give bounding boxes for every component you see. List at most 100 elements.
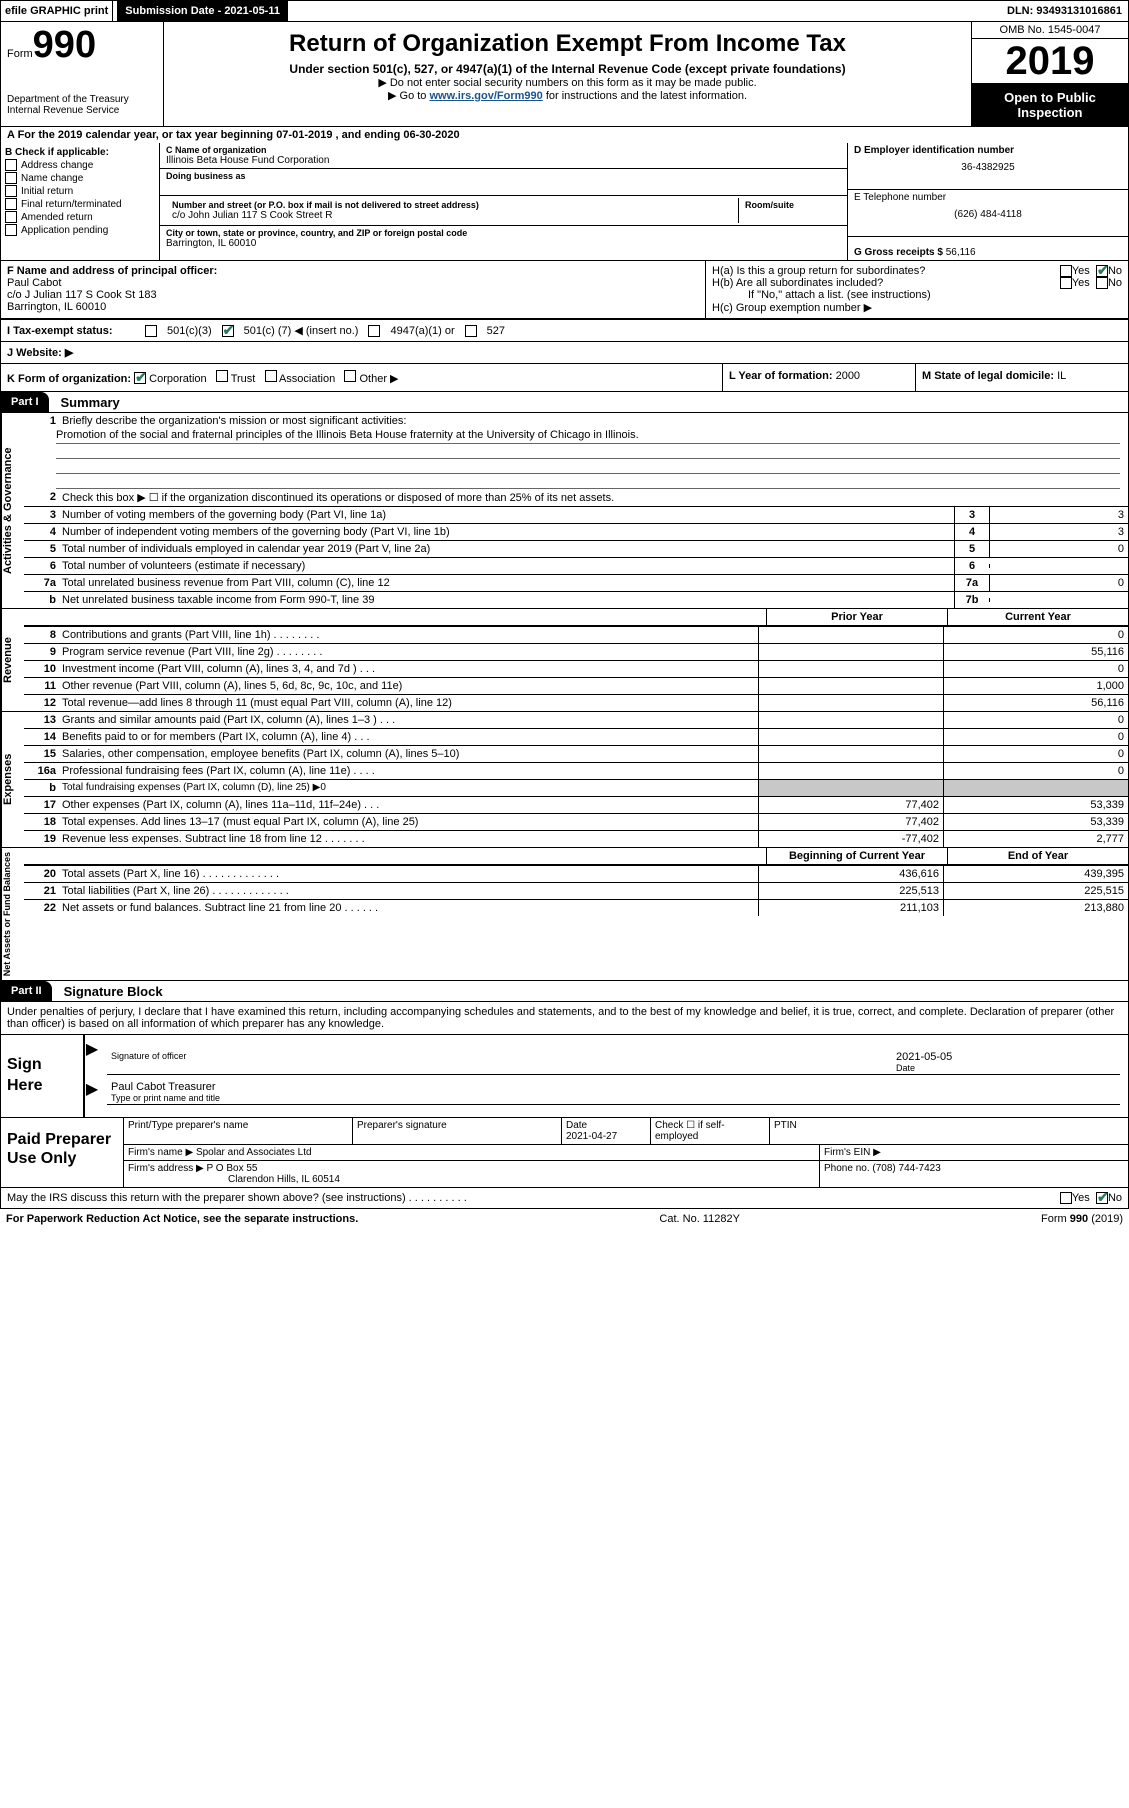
v6: [989, 564, 1128, 568]
hc-text: H(c) Group exemption number ▶: [712, 301, 1122, 314]
sig-officer-label: Signature of officer: [107, 1039, 892, 1074]
paid-preparer-label: Paid Preparer Use Only: [1, 1118, 123, 1187]
firm-name: Spolar and Associates Ltd: [196, 1147, 312, 1158]
ha-no-cb[interactable]: ✔: [1096, 265, 1108, 277]
prep-print-label: Print/Type preparer's name: [124, 1118, 353, 1144]
line1-text: Briefly describe the organization's miss…: [62, 415, 1124, 427]
prep-date-label: Date: [566, 1120, 646, 1131]
website-row: J Website: ▶: [0, 341, 1129, 364]
efile-graphic[interactable]: efile GRAPHIC print: [1, 1, 113, 21]
discuss-no-cb[interactable]: ✔: [1096, 1192, 1108, 1204]
end-year-header: End of Year: [947, 848, 1128, 864]
hb-yes-cb[interactable]: [1060, 277, 1072, 289]
prep-check-label: Check ☐ if self-employed: [651, 1118, 770, 1144]
line7b: Net unrelated business taxable income fr…: [62, 592, 954, 608]
cb-trust[interactable]: [216, 370, 228, 382]
box-c: C Name of organization Illinois Beta Hou…: [160, 143, 847, 260]
box-l: L Year of formation: 2000: [722, 364, 915, 391]
cb-amended[interactable]: [5, 211, 17, 223]
section-bcdeg: B Check if applicable: Address change Na…: [0, 143, 1129, 261]
firm-addr2: Clarendon Hills, IL 60514: [128, 1174, 815, 1185]
cb-initial-return[interactable]: [5, 185, 17, 197]
sig-date: 2021-05-05: [896, 1051, 1116, 1063]
i-label: I Tax-exempt status:: [7, 325, 135, 337]
ha-yes-cb[interactable]: [1060, 265, 1072, 277]
form990-link[interactable]: www.irs.gov/Form990: [429, 90, 542, 102]
org-name: Illinois Beta House Fund Corporation: [166, 155, 841, 166]
side-governance: Activities & Governance: [1, 413, 24, 608]
box-m: M State of legal domicile: IL: [915, 364, 1128, 391]
irs-label: Internal Revenue Service: [7, 105, 157, 116]
form-note-ssn: ▶ Do not enter social security numbers o…: [172, 76, 963, 89]
d-label: D Employer identification number: [854, 145, 1122, 156]
street-value: c/o John Julian 117 S Cook Street R: [172, 210, 732, 221]
form-header: Form990 Department of the Treasury Inter…: [0, 22, 1129, 127]
exp-row: Revenue less expenses. Subtract line 18 …: [62, 831, 758, 847]
dln-label: DLN: 93493131016861: [1001, 5, 1128, 17]
box-de: D Employer identification number 36-4382…: [847, 143, 1128, 260]
expenses-block: Expenses 13Grants and similar amounts pa…: [0, 712, 1129, 848]
g-label: G Gross receipts $: [854, 247, 943, 258]
line2-text: Check this box ▶ ☐ if the organization d…: [62, 491, 1124, 504]
footer: For Paperwork Reduction Act Notice, see …: [0, 1209, 1129, 1229]
efile-label: efile GRAPHIC print: [5, 5, 108, 17]
v5: 0: [989, 541, 1128, 557]
officer-name-title: Paul Cabot Treasurer: [111, 1081, 1116, 1093]
part2-header: Part II Signature Block: [0, 981, 1129, 1002]
dba-label: Doing business as: [166, 171, 841, 181]
hb-no-cb[interactable]: [1096, 277, 1108, 289]
line3: Number of voting members of the governin…: [62, 507, 954, 523]
rev-row: Contributions and grants (Part VIII, lin…: [62, 627, 758, 643]
f-label: F Name and address of principal officer:: [7, 265, 699, 277]
cb-501c[interactable]: ✔: [222, 325, 234, 337]
cb-app-pending[interactable]: [5, 224, 17, 236]
cb-assoc[interactable]: [265, 370, 277, 382]
discuss-yes-cb[interactable]: [1060, 1192, 1072, 1204]
cb-527[interactable]: [465, 325, 477, 337]
exp-row-16b: Total fundraising expenses (Part IX, col…: [62, 780, 758, 796]
governance-block: Activities & Governance 1 Briefly descri…: [0, 413, 1129, 609]
klm-row: K Form of organization: ✔ Corporation Tr…: [0, 364, 1129, 392]
box-f: F Name and address of principal officer:…: [1, 261, 705, 318]
sign-here-block: Sign Here ▶ Signature of officer 2021-05…: [0, 1035, 1129, 1118]
cb-4947a1[interactable]: [368, 325, 380, 337]
exp-row: Grants and similar amounts paid (Part IX…: [62, 712, 758, 728]
footer-catalog: Cat. No. 11282Y: [358, 1213, 1041, 1225]
firm-addr1: P O Box 55: [207, 1163, 258, 1174]
cb-other[interactable]: [344, 370, 356, 382]
cb-address-change[interactable]: [5, 159, 17, 171]
officer-addr2: Barrington, IL 60010: [7, 301, 699, 313]
rev-row: Investment income (Part VIII, column (A)…: [62, 661, 758, 677]
rev-row: Program service revenue (Part VIII, line…: [62, 644, 758, 660]
box-b-title: B Check if applicable:: [5, 147, 155, 158]
cb-501c3[interactable]: [145, 325, 157, 337]
form-note-url: ▶ Go to www.irs.gov/Form990 for instruct…: [172, 89, 963, 102]
city-value: Barrington, IL 60010: [166, 238, 841, 249]
box-h: H(a) Is this a group return for subordin…: [705, 261, 1128, 318]
line6: Total number of volunteers (estimate if …: [62, 558, 954, 574]
officer-name: Paul Cabot: [7, 277, 699, 289]
prep-date: 2021-04-27: [566, 1131, 646, 1142]
paid-preparer-block: Paid Preparer Use Only Print/Type prepar…: [0, 1118, 1129, 1188]
perjury-declaration: Under penalties of perjury, I declare th…: [0, 1002, 1129, 1035]
exp-row: Professional fundraising fees (Part IX, …: [62, 763, 758, 779]
exp-row: Total expenses. Add lines 13–17 (must eq…: [62, 814, 758, 830]
prior-year-header: Prior Year: [766, 609, 947, 625]
side-expenses: Expenses: [1, 712, 24, 847]
prep-sig-label: Preparer's signature: [353, 1118, 562, 1144]
v7b: [989, 598, 1128, 602]
dept-label: Department of the Treasury: [7, 94, 157, 105]
submission-date-button[interactable]: Submission Date - 2021-05-11: [117, 1, 288, 21]
line7a: Total unrelated business revenue from Pa…: [62, 575, 954, 591]
cb-name-change[interactable]: [5, 172, 17, 184]
officer-addr1: c/o J Julian 117 S Cook St 183: [7, 289, 699, 301]
e-label: E Telephone number: [854, 192, 1122, 203]
cb-final-return[interactable]: [5, 198, 17, 210]
arrow-icon: ▶: [85, 1039, 99, 1075]
form-title: Return of Organization Exempt From Incom…: [172, 30, 963, 58]
section-fh: F Name and address of principal officer:…: [0, 261, 1129, 319]
cb-corp[interactable]: ✔: [134, 372, 146, 384]
netassets-block: Net Assets or Fund Balances Beginning of…: [0, 848, 1129, 981]
footer-left: For Paperwork Reduction Act Notice, see …: [6, 1213, 358, 1225]
part1-tab: Part I: [1, 392, 49, 412]
